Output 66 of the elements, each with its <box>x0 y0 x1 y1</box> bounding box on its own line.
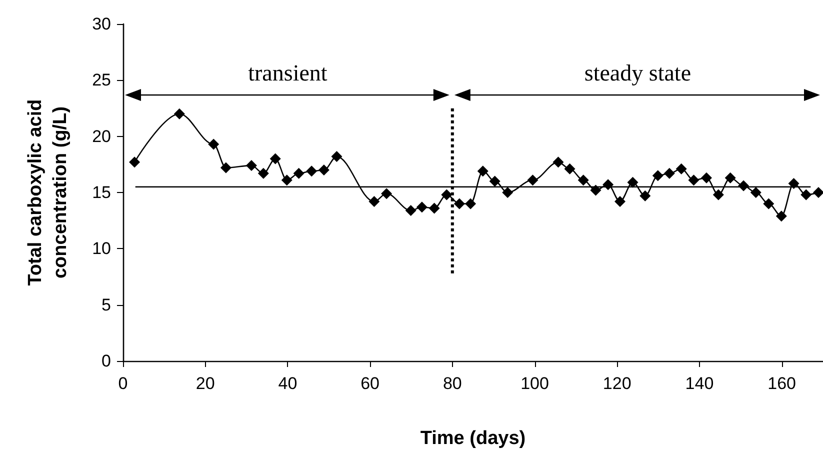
point <box>552 156 564 168</box>
point <box>416 202 428 213</box>
point <box>724 172 736 184</box>
y-tick-label: 25 <box>92 70 111 90</box>
point <box>700 172 712 184</box>
x-tick-label: 40 <box>278 374 298 393</box>
point <box>465 198 476 210</box>
point <box>381 188 392 200</box>
point <box>812 187 823 198</box>
y-tick-label: 20 <box>92 126 111 146</box>
annotation: transient <box>248 60 328 86</box>
point <box>174 108 185 120</box>
point <box>578 174 589 186</box>
point <box>750 187 762 198</box>
point <box>776 210 787 222</box>
x-tick-label: 120 <box>602 374 632 393</box>
point <box>208 138 220 150</box>
point <box>428 202 440 214</box>
x-tick-label: 60 <box>360 374 380 393</box>
point <box>763 198 774 210</box>
y-axis-title: Total carboxylic acid concentration (g/L) <box>25 99 71 286</box>
point <box>318 164 330 176</box>
point <box>441 189 452 200</box>
point <box>712 189 724 200</box>
point <box>258 168 269 179</box>
point <box>306 166 318 177</box>
x-tick-label: 0 <box>118 374 128 393</box>
point <box>405 204 416 216</box>
point <box>129 156 140 168</box>
y-tick-label: 30 <box>92 14 111 34</box>
point <box>293 168 304 179</box>
point <box>738 180 750 192</box>
point <box>602 179 614 190</box>
y-tick-label: 15 <box>92 183 111 202</box>
point <box>800 189 812 200</box>
point <box>640 190 651 202</box>
point <box>676 163 687 174</box>
y-tick-label: 0 <box>102 352 111 370</box>
x-tick-label: 80 <box>442 374 462 393</box>
x-tick-label: 20 <box>196 374 215 393</box>
point <box>489 176 500 187</box>
point <box>527 174 538 186</box>
x-tick-label: 100 <box>520 374 549 393</box>
point <box>627 176 638 188</box>
y-tick-label: 5 <box>102 295 111 314</box>
x-tick-label: 140 <box>685 374 714 393</box>
point <box>652 170 664 182</box>
point <box>368 196 380 207</box>
y-tick-label: 10 <box>92 239 111 258</box>
point <box>788 178 800 190</box>
point <box>502 187 514 198</box>
point <box>590 184 602 196</box>
point <box>614 196 626 207</box>
point <box>477 166 488 177</box>
x-tick-label: 160 <box>768 374 796 393</box>
x-axis-title: Time (days) <box>420 428 526 449</box>
annotation: steady state <box>584 60 692 86</box>
point <box>564 163 576 174</box>
point <box>281 174 292 186</box>
point <box>688 174 700 186</box>
point <box>331 151 342 162</box>
point <box>454 198 465 210</box>
point <box>220 162 232 174</box>
point <box>664 168 675 179</box>
point <box>246 160 257 172</box>
point <box>270 153 281 164</box>
